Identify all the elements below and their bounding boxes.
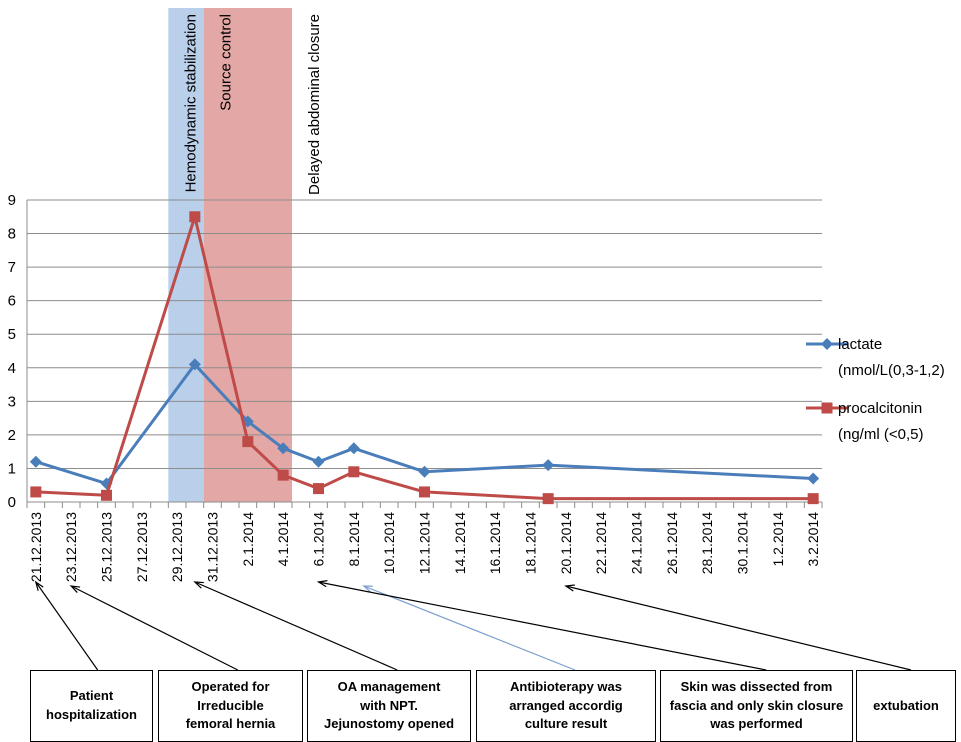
series-line (35, 362, 814, 486)
y-tick-label: 3 (8, 393, 16, 410)
phase-label-hemodynamic-stabilization: Hemodynamic stabilization (182, 14, 199, 192)
data-point (30, 486, 42, 498)
event-arrow (318, 581, 767, 671)
y-tick-label: 2 (8, 427, 16, 444)
x-tick-label: 18.1.2014 (523, 512, 539, 574)
x-tick-label: 25.12.2013 (99, 512, 115, 582)
data-point (542, 459, 555, 472)
event-box-operated-for: Operated for Irreducible femoral hernia (158, 670, 303, 742)
x-tick-label: 24.1.2014 (629, 512, 645, 574)
data-point (277, 469, 289, 481)
x-tick-label: 28.1.2014 (699, 512, 715, 574)
event-arrowhead (69, 585, 81, 593)
x-tick-label: 26.1.2014 (664, 512, 680, 574)
phase-label-source-control: Source control (218, 14, 235, 111)
data-point (313, 483, 324, 495)
y-tick-label: 8 (8, 226, 16, 243)
event-box-extubation: extubation (856, 670, 956, 742)
y-tick-label: 9 (8, 192, 16, 209)
data-point (807, 472, 820, 485)
data-point (188, 358, 201, 371)
series-layer (29, 211, 820, 505)
data-point (807, 493, 819, 505)
data-point (348, 466, 360, 478)
y-tick-label: 5 (8, 326, 16, 343)
legend-item-procalcitonin: procalcitonin (ng/ml (<0,5) (806, 400, 923, 443)
y-tick-label: 7 (8, 259, 16, 276)
x-tick-label: 4.1.2014 (275, 512, 291, 567)
x-tick-label: 30.1.2014 (735, 512, 751, 574)
legend-marker (821, 402, 833, 414)
series-procalcitonin (30, 211, 819, 505)
legend-label: (ng/ml (<0,5) (838, 426, 923, 443)
y-tick-labels: 0 1 2 3 4 5 6 7 8 9 (8, 192, 16, 511)
event-arrowhead (316, 580, 328, 588)
phase-labels: Hemodynamic stabilization Source control D… (182, 14, 323, 195)
event-arrows (34, 580, 912, 671)
data-point (101, 489, 112, 501)
event-arrow (565, 585, 912, 671)
x-tick-label: 16.1.2014 (487, 512, 503, 574)
x-tick-label: 14.1.2014 (452, 512, 468, 574)
event-arrow (194, 581, 398, 671)
gridlines (27, 199, 822, 469)
data-point (347, 442, 360, 455)
phase-label-delayed-abdominal-closure: Delayed abdominal closure (306, 14, 323, 195)
event-arrow (363, 585, 576, 671)
legend: lactate (nmol/L(0,3-1,2) procalcitonin (ng/… (806, 336, 945, 443)
data-point (419, 486, 430, 498)
y-tick-label: 4 (8, 360, 16, 377)
data-point (542, 493, 554, 505)
x-tick-label: 29.12.2013 (169, 512, 185, 582)
x-tick-label: 31.12.2013 (205, 512, 221, 582)
x-tick-label: 20.1.2014 (558, 512, 574, 574)
data-point (277, 442, 290, 455)
x-tick-label: 21.12.2013 (28, 512, 44, 582)
y-tick-label: 1 (8, 460, 16, 477)
x-tick-label: 10.1.2014 (381, 512, 397, 574)
legend-marker (821, 338, 833, 350)
legend-label: lactate (838, 336, 882, 353)
event-arrowhead (193, 581, 204, 589)
axes (26, 200, 823, 508)
data-point (242, 436, 254, 448)
series-line (35, 215, 814, 501)
data-point (418, 465, 431, 478)
x-tick-labels: 21.12.2013 23.12.2013 25.12.2013 27.12.2013… (28, 512, 821, 582)
event-box-patient: Patient hospitalization (30, 670, 153, 742)
x-tick-label: 3.2.2014 (805, 512, 821, 567)
x-tick-label: 8.1.2014 (346, 512, 362, 567)
event-box-antibioterapy-was: Antibioterapy was arranged accordig cult… (476, 670, 656, 742)
event-arrowhead (564, 584, 575, 592)
x-tick-label: 6.1.2014 (311, 512, 327, 567)
event-box-skin-was-dissected-from: Skin was dissected from fascia and only … (660, 670, 853, 742)
x-tick-label: 2.1.2014 (240, 512, 256, 567)
phase-bands (168, 8, 292, 502)
phase-band-hemodynamic-stabilization (168, 8, 204, 502)
x-tick-label: 22.1.2014 (593, 512, 609, 574)
series-lactate (29, 358, 820, 490)
event-arrowhead (362, 585, 373, 593)
data-point (29, 455, 42, 468)
x-tick-label: 27.12.2013 (134, 512, 150, 582)
event-box-oa-management: OA management with NPT. Jejunostomy open… (307, 670, 471, 742)
x-tick-label: 12.1.2014 (417, 512, 433, 574)
data-point (189, 211, 201, 223)
legend-label: procalcitonin (838, 400, 922, 417)
legend-item-lactate: lactate (nmol/L(0,3-1,2) (806, 336, 945, 379)
event-arrowhead (34, 580, 44, 591)
y-tick-label: 0 (8, 494, 16, 511)
legend-label: (nmol/L(0,3-1,2) (838, 362, 945, 379)
x-tick-label: 23.12.2013 (63, 512, 79, 582)
data-point (312, 455, 325, 468)
event-arrow (70, 585, 239, 671)
y-tick-label: 6 (8, 293, 16, 310)
event-arrow (35, 581, 99, 671)
x-tick-label: 1.2.2014 (770, 512, 786, 567)
